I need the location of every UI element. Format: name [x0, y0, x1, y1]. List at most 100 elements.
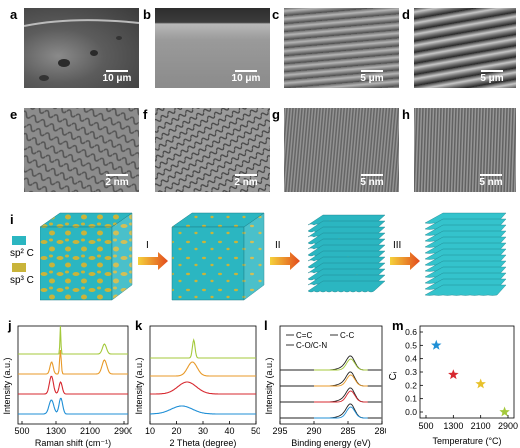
- scale-text-e: 2 nm: [105, 177, 129, 188]
- y-tick-label: 0.6: [405, 327, 417, 337]
- xlabel-k: 2 Theta (degree): [170, 438, 237, 448]
- x-tick-label: 30: [198, 426, 208, 436]
- layer-sheet: [307, 280, 386, 293]
- cube-2: [171, 212, 265, 301]
- x-tick-label: 2900: [114, 426, 132, 436]
- sem-image-c: [284, 8, 399, 88]
- star-point-4: [499, 406, 510, 417]
- x-tick-label: 10: [145, 426, 155, 436]
- x-tick-label: 2100: [80, 426, 100, 436]
- xps-component-2: [314, 390, 368, 403]
- axes-frame-m: [419, 325, 515, 419]
- cube-1: [40, 212, 133, 301]
- legend-cc: C-C: [340, 331, 354, 340]
- y-tick-label: 0.2: [405, 380, 417, 390]
- scale-bar-c: 5 μm: [355, 70, 389, 84]
- step-label-1: I: [146, 240, 149, 251]
- ylabel-k: Intensity (a.u.): [134, 357, 144, 414]
- layer-sheet: [424, 284, 507, 296]
- x-tick-label: 500: [14, 426, 29, 436]
- sem-image-d: [414, 8, 516, 88]
- raman-series-3: [18, 349, 128, 375]
- xlabel-m: Temperature (°C): [432, 436, 501, 446]
- xps-envelope-2: [280, 387, 382, 403]
- panel-label-d: d: [402, 7, 410, 22]
- xrd-series-4: [150, 338, 256, 359]
- scale-text-b: 10 μm: [231, 73, 261, 84]
- xps-component-4: [314, 358, 368, 371]
- star-point-1: [431, 339, 442, 350]
- y-tick-label: 0.3: [405, 367, 417, 377]
- panel-label-f: f: [143, 107, 148, 122]
- xps-envelope-3: [280, 371, 382, 387]
- legend-sp3-text: sp³ C: [10, 275, 34, 286]
- scale-text-d: 5 μm: [480, 73, 504, 84]
- arrow-step-1: [138, 252, 168, 270]
- scale-bar-g: 5 nm: [355, 174, 389, 188]
- raman-series-1: [18, 397, 128, 415]
- xps-envelope-4: [280, 355, 382, 371]
- y-tick-label: 0.4: [405, 354, 417, 364]
- xps-component-1: [314, 406, 368, 419]
- x-tick-label: 50: [251, 426, 260, 436]
- y-tick-label: 0.5: [405, 340, 417, 350]
- x-tick-label: 500: [418, 421, 433, 431]
- panel-label-a: a: [10, 7, 18, 22]
- panel-label-c: c: [272, 7, 280, 22]
- layer-stack-3: [307, 214, 386, 293]
- legend-cc-double: C=C: [296, 331, 312, 340]
- x-tick-label: 40: [224, 426, 234, 436]
- x-tick-label: 2900: [498, 421, 518, 431]
- scale-bar-a: 10 μm: [100, 70, 134, 84]
- chart-m: Cᵢ 500 1300 2100 29000.00.10.20.30.40.50.6 …: [388, 325, 518, 446]
- scale-bar-d: 5 μm: [475, 70, 509, 84]
- xrd-series-2: [150, 381, 256, 395]
- xlabel-j: Raman shift (cm⁻¹): [35, 438, 111, 448]
- arrow-step-2: [270, 252, 300, 270]
- axes-frame-j: [17, 325, 129, 425]
- panel-label-j: j: [8, 318, 12, 333]
- xrd-series-3: [150, 361, 256, 377]
- sem-image-a: [24, 8, 139, 88]
- x-tick-label: 290: [306, 426, 321, 436]
- x-tick-label: 295: [272, 426, 287, 436]
- axes-frame-l: [279, 325, 383, 425]
- x-tick-label: 280: [374, 426, 386, 436]
- y-tick-label: 0.0: [405, 407, 417, 417]
- x-tick-label: 1300: [46, 426, 66, 436]
- scale-bar-e: 2 nm: [100, 174, 134, 188]
- panel-label-k: k: [135, 318, 143, 333]
- ylabel-m: Cᵢ: [388, 371, 399, 380]
- panel-label-l: l: [264, 318, 268, 333]
- y-tick-label: 0.1: [405, 394, 417, 404]
- xps-component-3: [314, 374, 368, 387]
- xrd-series-1: [150, 405, 256, 415]
- schematic-cubes: I II III: [40, 212, 507, 301]
- scale-text-a: 10 μm: [102, 73, 132, 84]
- legend-sp2: [12, 236, 26, 245]
- step-label-3: III: [393, 240, 401, 251]
- x-tick-label: 2100: [471, 421, 491, 431]
- chart-j: Intensity (a.u.) 500 1300 2100 2900 Raman s…: [2, 325, 132, 448]
- legend-swatch-sp3: [12, 263, 26, 272]
- step-label-2: II: [275, 240, 281, 251]
- legend-sp2-text: sp² C: [10, 248, 34, 259]
- legend-swatch-sp2: [12, 236, 26, 245]
- tem-texture-f: [155, 108, 270, 192]
- panel-label-e: e: [10, 107, 18, 122]
- arrow-step-3: [390, 252, 420, 270]
- x-tick-label: 285: [340, 426, 355, 436]
- panel-label-h: h: [402, 107, 410, 122]
- legend-co: C-O/C-N: [296, 341, 327, 350]
- chart-k: Intensity (a.u.) 10 20 30 40 50 2 Theta (deg…: [134, 325, 260, 448]
- xps-envelope-1: [280, 403, 382, 419]
- scale-bar-f: 2 nm: [228, 174, 264, 188]
- star-point-2: [448, 369, 459, 380]
- scale-text-c: 5 μm: [360, 73, 384, 84]
- scale-text-h: 5 nm: [479, 177, 503, 188]
- tem-image-f: [155, 108, 270, 192]
- panel-label-i: i: [10, 212, 14, 227]
- scale-bar-h: 5 nm: [474, 174, 508, 188]
- legend-sp3: [12, 263, 26, 272]
- xlabel-l: Binding energy (eV): [291, 438, 371, 448]
